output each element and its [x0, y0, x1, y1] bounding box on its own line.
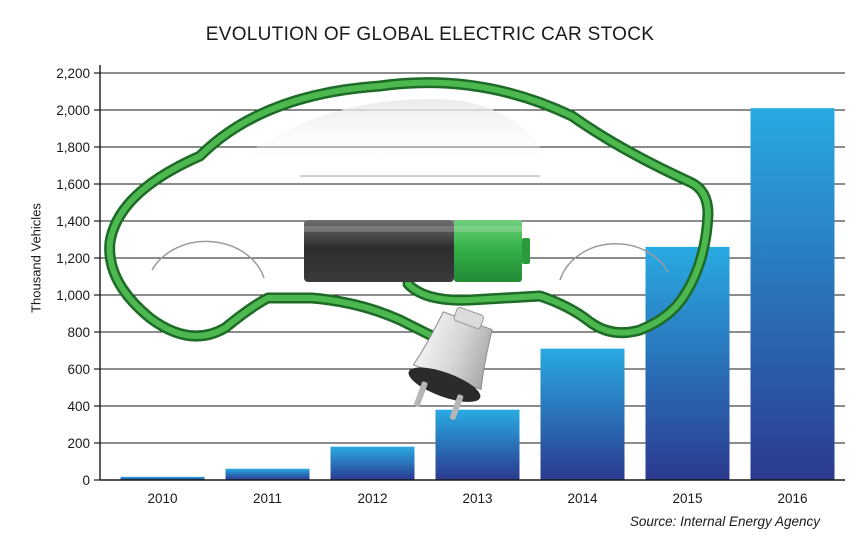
y-tick-label: 2,000 [56, 103, 90, 118]
x-tick-labels: 2010 2011 2012 2013 2014 2015 2016 [147, 491, 807, 506]
y-tick-label: 600 [67, 362, 90, 377]
source-note: Source: Internal Energy Agency [629, 514, 820, 529]
y-tick-label: 400 [67, 399, 90, 414]
x-tick-label: 2015 [672, 491, 702, 506]
plug-icon [408, 306, 493, 420]
bars [120, 108, 835, 481]
car-window-reflection [238, 99, 548, 162]
x-tick-label: 2014 [567, 491, 598, 506]
x-tick-label: 2016 [777, 491, 807, 506]
bar-2010 [120, 476, 205, 480]
bar-2013 [435, 409, 520, 480]
y-tick-label: 2,200 [56, 66, 90, 81]
car-illustration [104, 77, 714, 420]
y-tick-label: 1,200 [56, 251, 90, 266]
y-tick-label: 1,800 [56, 140, 90, 155]
bar-2012 [330, 446, 415, 480]
x-tick-label: 2010 [147, 491, 177, 506]
y-tick-label: 1,600 [56, 177, 90, 192]
y-tick-labels: 0 200 400 600 800 1,000 1,200 1,400 1,600 1,800 2,… [56, 66, 100, 488]
front-wheel-arc [151, 240, 265, 279]
y-tick-label: 0 [82, 473, 90, 488]
y-tick-label: 1,400 [56, 214, 90, 229]
y-tick-label: 800 [67, 325, 90, 340]
bar-2014 [540, 348, 625, 480]
x-tick-label: 2012 [357, 491, 387, 506]
bar-2016 [750, 108, 835, 481]
y-tick-label: 1,000 [56, 288, 90, 303]
chart-title: EVOLUTION OF GLOBAL ELECTRIC CAR STOCK [205, 24, 655, 45]
y-tick-label: 200 [67, 436, 90, 451]
battery-icon [304, 220, 530, 282]
rear-wheel-arc [559, 243, 669, 281]
x-tick-label: 2013 [462, 491, 492, 506]
bar-2011 [225, 468, 310, 480]
x-tick-label: 2011 [253, 491, 282, 506]
